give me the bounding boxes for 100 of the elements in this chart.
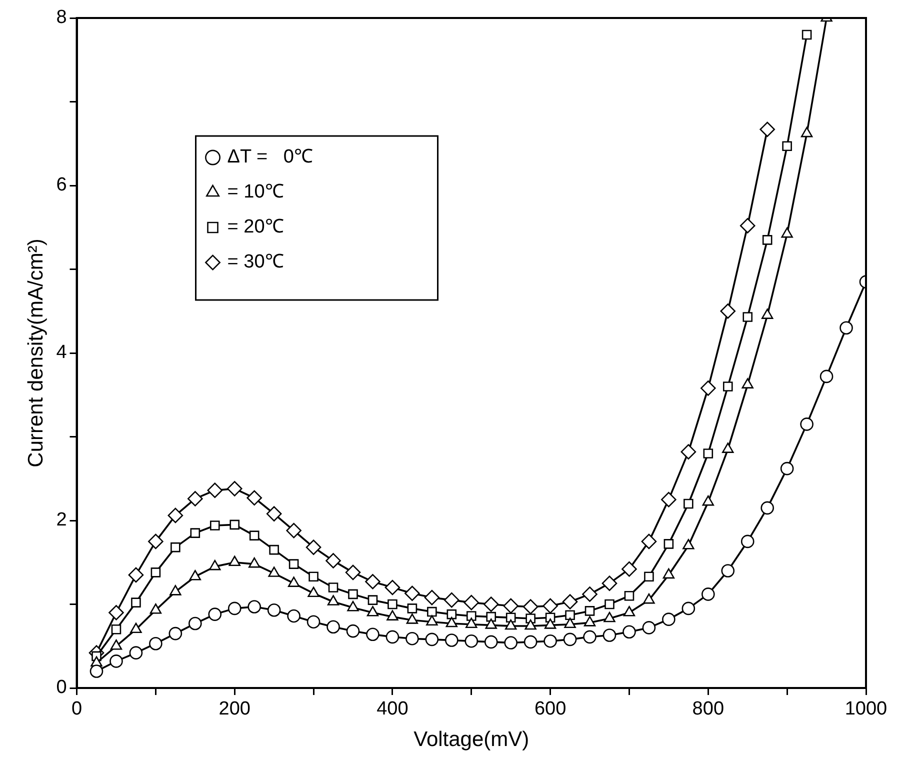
legend-label: = 20℃ <box>227 216 284 238</box>
x-tick-label: 200 <box>218 698 250 720</box>
point <box>623 606 636 616</box>
point <box>404 586 420 602</box>
point <box>248 557 260 568</box>
point <box>286 522 302 538</box>
x-tick-label: 800 <box>692 698 724 720</box>
point <box>742 312 753 322</box>
point <box>111 624 122 634</box>
point <box>484 635 498 649</box>
point <box>604 612 616 622</box>
point <box>742 378 754 388</box>
point <box>268 566 280 577</box>
point <box>622 561 637 577</box>
point <box>702 588 715 601</box>
point <box>306 540 322 555</box>
y-tick-label: 4 <box>56 342 68 364</box>
point <box>604 599 614 610</box>
x-tick-label: 400 <box>376 698 408 720</box>
point <box>641 534 657 550</box>
point <box>308 572 318 582</box>
legend-label: = 30℃ <box>227 252 284 273</box>
point <box>426 615 438 626</box>
y-tick-label: 0 <box>56 677 67 698</box>
legend-label: ΔT = 0℃ <box>227 146 313 168</box>
point <box>384 580 400 596</box>
point <box>682 538 694 550</box>
point <box>584 616 596 626</box>
point <box>228 556 240 566</box>
point <box>466 618 478 628</box>
point <box>721 564 735 578</box>
point <box>700 380 716 396</box>
point <box>782 141 792 152</box>
point <box>642 621 656 634</box>
point <box>762 235 772 245</box>
point <box>802 30 812 40</box>
point <box>562 594 578 610</box>
point <box>780 462 794 476</box>
point <box>622 625 636 639</box>
point <box>583 630 596 644</box>
point <box>565 610 575 620</box>
point <box>209 560 221 570</box>
point <box>208 608 222 621</box>
point <box>246 490 262 506</box>
point <box>288 559 299 569</box>
point <box>740 218 756 234</box>
point <box>266 506 282 522</box>
point <box>230 520 240 530</box>
point <box>720 303 736 319</box>
point <box>327 595 340 606</box>
point <box>108 604 124 620</box>
point <box>228 602 242 616</box>
x-axis-title: Voltage(mV) <box>414 728 530 752</box>
point <box>722 382 733 392</box>
point <box>781 227 793 238</box>
x-tick-label: 600 <box>534 698 566 720</box>
point <box>544 634 557 648</box>
point <box>682 602 696 616</box>
point <box>446 616 458 628</box>
point <box>504 636 518 650</box>
point <box>269 544 279 555</box>
point <box>524 635 538 649</box>
point <box>170 542 180 552</box>
point <box>345 564 361 580</box>
point <box>444 592 460 608</box>
point <box>740 534 754 548</box>
point <box>427 606 437 617</box>
point <box>348 589 358 600</box>
point <box>542 598 558 614</box>
point <box>90 664 104 678</box>
point <box>207 482 223 498</box>
point <box>168 508 184 524</box>
point <box>445 634 458 647</box>
point <box>347 600 359 612</box>
point <box>466 611 476 621</box>
point <box>485 618 497 629</box>
point <box>210 520 220 530</box>
point <box>762 308 774 319</box>
point <box>564 618 576 628</box>
point <box>662 568 675 579</box>
point <box>226 481 242 496</box>
point <box>128 567 144 583</box>
point <box>287 609 300 623</box>
point <box>365 574 380 590</box>
point <box>680 444 696 460</box>
point <box>249 530 260 540</box>
y-tick-label: 6 <box>56 174 67 196</box>
point <box>820 370 834 384</box>
point <box>149 636 162 650</box>
x-tick-label: 1000 <box>844 698 888 720</box>
point <box>168 626 182 640</box>
point <box>684 498 694 509</box>
point <box>110 654 123 668</box>
point <box>563 632 577 646</box>
point <box>643 593 655 604</box>
point <box>840 321 853 335</box>
point <box>522 599 538 614</box>
point <box>662 612 676 626</box>
legend-label: = 10℃ <box>227 182 284 203</box>
point <box>582 586 598 602</box>
